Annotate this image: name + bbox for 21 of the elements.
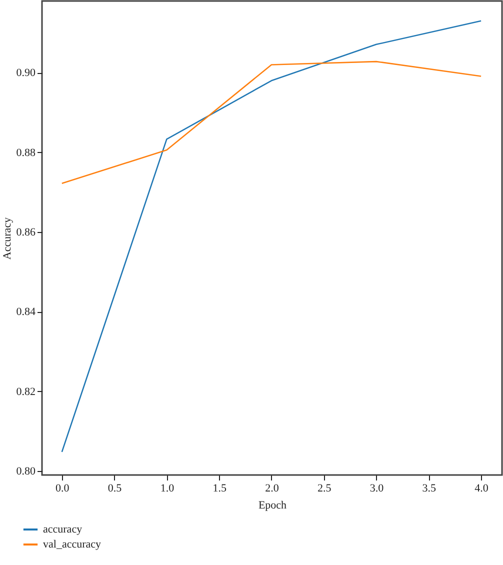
y-tick-label: 0.82 <box>16 386 36 398</box>
y-tick-label: 0.84 <box>16 306 36 318</box>
x-axis-title: Epoch <box>258 500 288 512</box>
x-tick-label: 2.5 <box>317 482 332 494</box>
x-tick-label: 3.5 <box>422 482 437 494</box>
x-tick-label: 4.0 <box>474 482 489 494</box>
y-tick-label: 0.86 <box>16 226 36 239</box>
x-tick-label: 0.5 <box>108 482 122 494</box>
line-series <box>61 20 482 453</box>
x-tick-label: 3.0 <box>370 482 384 494</box>
x-tick-label: 2.0 <box>265 482 280 494</box>
legend-label: val_accuracy <box>43 538 102 550</box>
y-tick-label: 0.88 <box>16 146 36 159</box>
y-tick-label: 0.80 <box>16 466 36 478</box>
x-tick-label: 1.0 <box>160 482 175 494</box>
x-tick-label: 0.0 <box>56 482 70 494</box>
legend-label: accuracy <box>43 524 83 536</box>
line-series <box>61 60 482 184</box>
y-axis-title: Accuracy <box>1 216 14 260</box>
x-tick-label: 1.5 <box>212 482 227 494</box>
y-tick-label: 0.90 <box>16 67 36 80</box>
